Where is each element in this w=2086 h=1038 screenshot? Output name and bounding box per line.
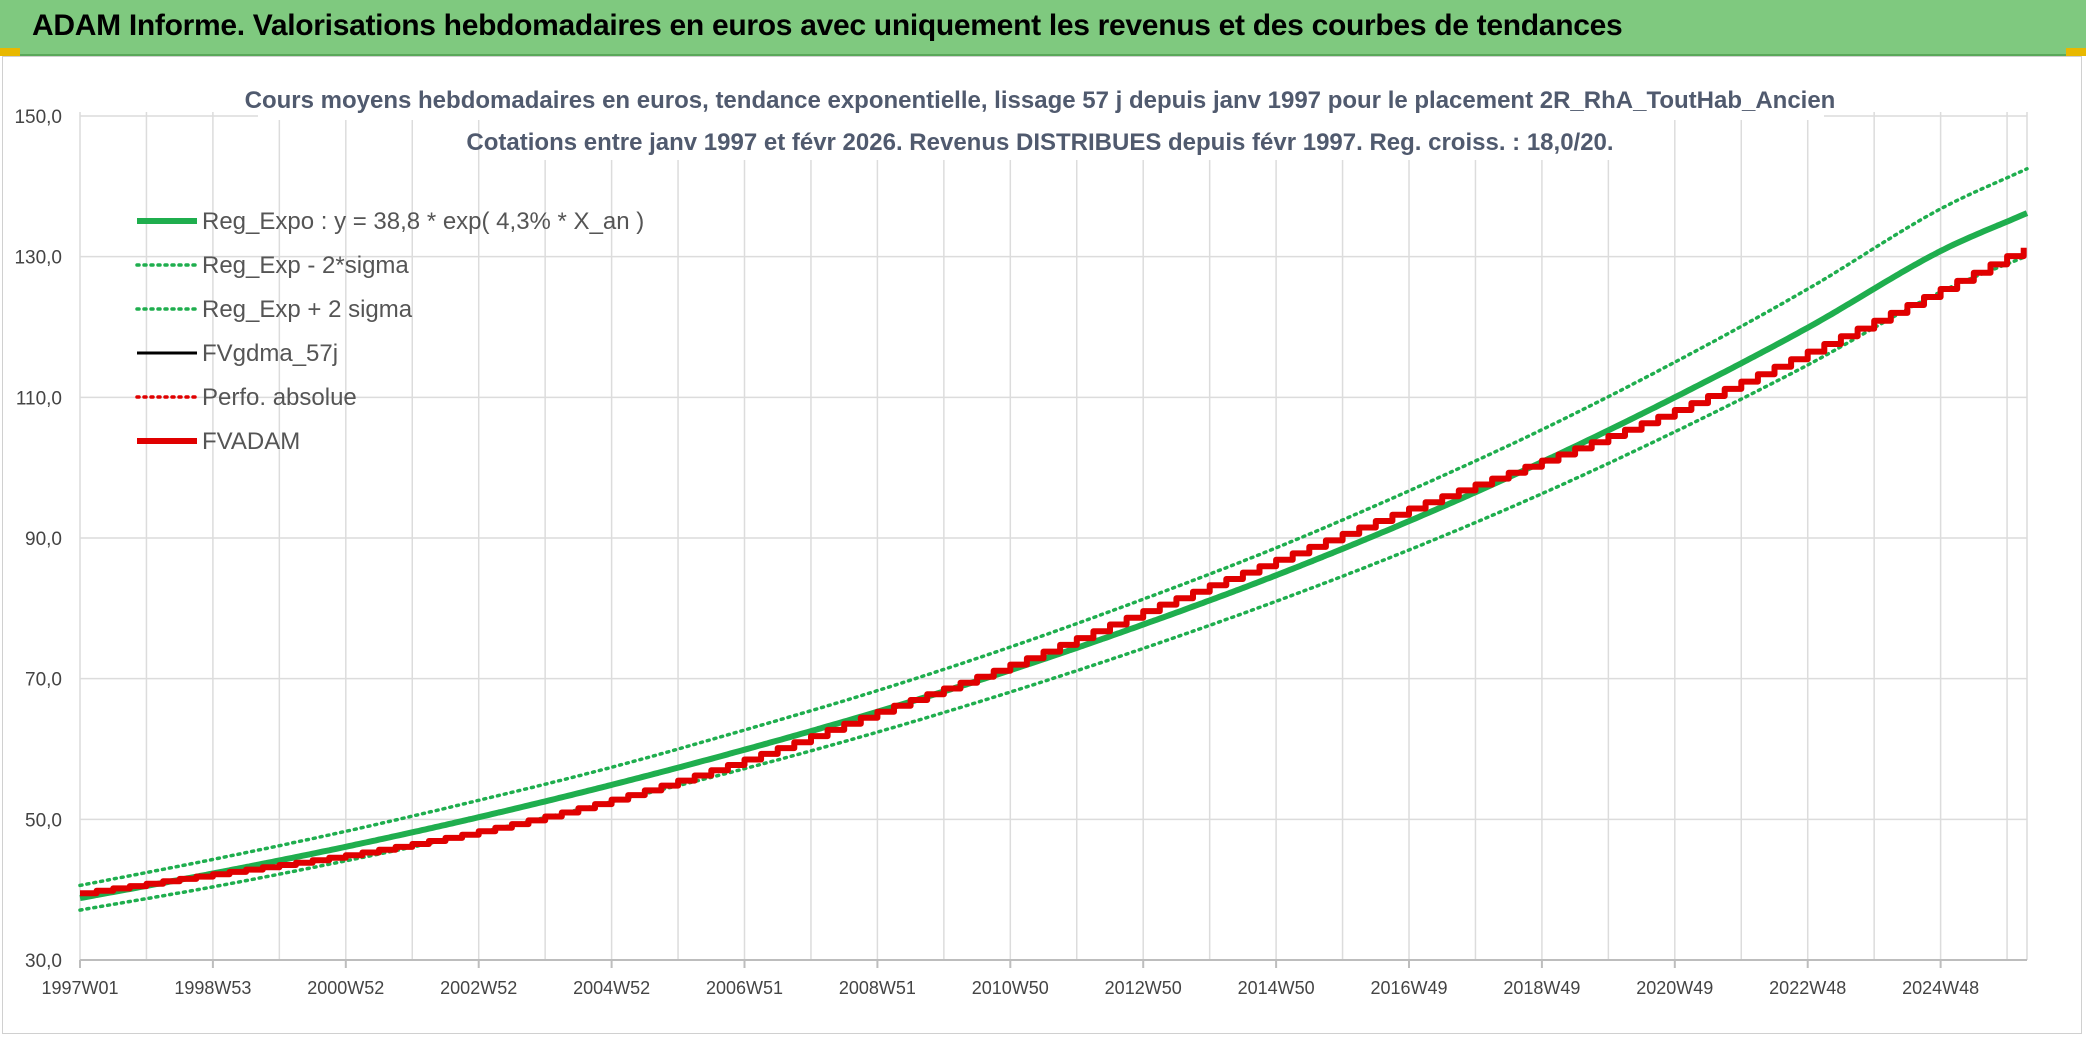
chart-title-group: Cours moyens hebdomadaires en euros, ten…: [245, 80, 1836, 160]
y-tick-label: 130,0: [14, 248, 62, 269]
x-tick-label: 2010W50: [972, 978, 1049, 998]
x-tick-label: 2018W49: [1503, 978, 1580, 998]
title-bg-2: [488, 120, 1620, 160]
x-tick-label: 1997W01: [41, 978, 118, 998]
legend-label: FVgdma_57j: [202, 340, 338, 367]
x-tick-label: 2000W52: [307, 978, 384, 998]
corner-mark-left: [0, 48, 20, 56]
report-banner: ADAM Informe. Valorisations hebdomadaire…: [0, 0, 2086, 56]
legend-label: Reg_Expo : y = 38,8 * exp( 4,3% * X_an ): [202, 208, 644, 235]
y-tick-label: 150,0: [14, 107, 62, 128]
axis-layer: 150,0 130,0 110,0 90,0 70,0 50,0 30,0 1997W01 19…: [14, 107, 2027, 998]
x-tick-label: 2022W48: [1769, 978, 1846, 998]
series-fvadam: [80, 247, 2027, 897]
series-layer: [78, 167, 2029, 912]
series-reg-exp-plus-2sigma: [78, 167, 2029, 888]
legend-label: Reg_Exp + 2 sigma: [202, 296, 413, 323]
x-tick-label: 1998W53: [174, 978, 251, 998]
x-tick-label: 2006W51: [706, 978, 783, 998]
grid-layer: [79, 112, 2028, 961]
series-reg-exp-minus-2sigma: [78, 254, 2029, 912]
corner-mark-right: [2066, 48, 2086, 56]
chart-title-line-2: Cotations entre janv 1997 et févr 2026. …: [466, 129, 1613, 156]
x-tick-label: 2008W51: [839, 978, 916, 998]
x-tick-label: 2024W48: [1902, 978, 1979, 998]
legend-label: Reg_Exp - 2*sigma: [202, 252, 409, 279]
x-tick-label: 2014W50: [1238, 978, 1315, 998]
x-tick-label: 2012W50: [1105, 978, 1182, 998]
report-title: ADAM Informe. Valorisations hebdomadaire…: [32, 9, 1623, 42]
chart-title-line-1: Cours moyens hebdomadaires en euros, ten…: [245, 87, 1836, 114]
x-tick-label: 2002W52: [440, 978, 517, 998]
x-tick-label: 2004W52: [573, 978, 650, 998]
y-tick-label: 30,0: [25, 951, 62, 972]
y-tick-label: 90,0: [25, 529, 62, 550]
title-bg-1: [258, 80, 1824, 120]
y-tick-label: 110,0: [16, 388, 62, 409]
legend-label: FVADAM: [202, 428, 300, 455]
legend: Reg_Expo : y = 38,8 * exp( 4,3% * X_an )…: [135, 208, 644, 455]
chart-frame: [2, 56, 2082, 1034]
y-tick-label: 70,0: [25, 670, 62, 691]
x-tick-label: 2020W49: [1636, 978, 1713, 998]
series-reg-expo: [79, 210, 2029, 902]
x-tick-label: 2016W49: [1370, 978, 1447, 998]
legend-label: Perfo. absolue: [202, 384, 357, 411]
y-tick-label: 50,0: [25, 810, 62, 831]
